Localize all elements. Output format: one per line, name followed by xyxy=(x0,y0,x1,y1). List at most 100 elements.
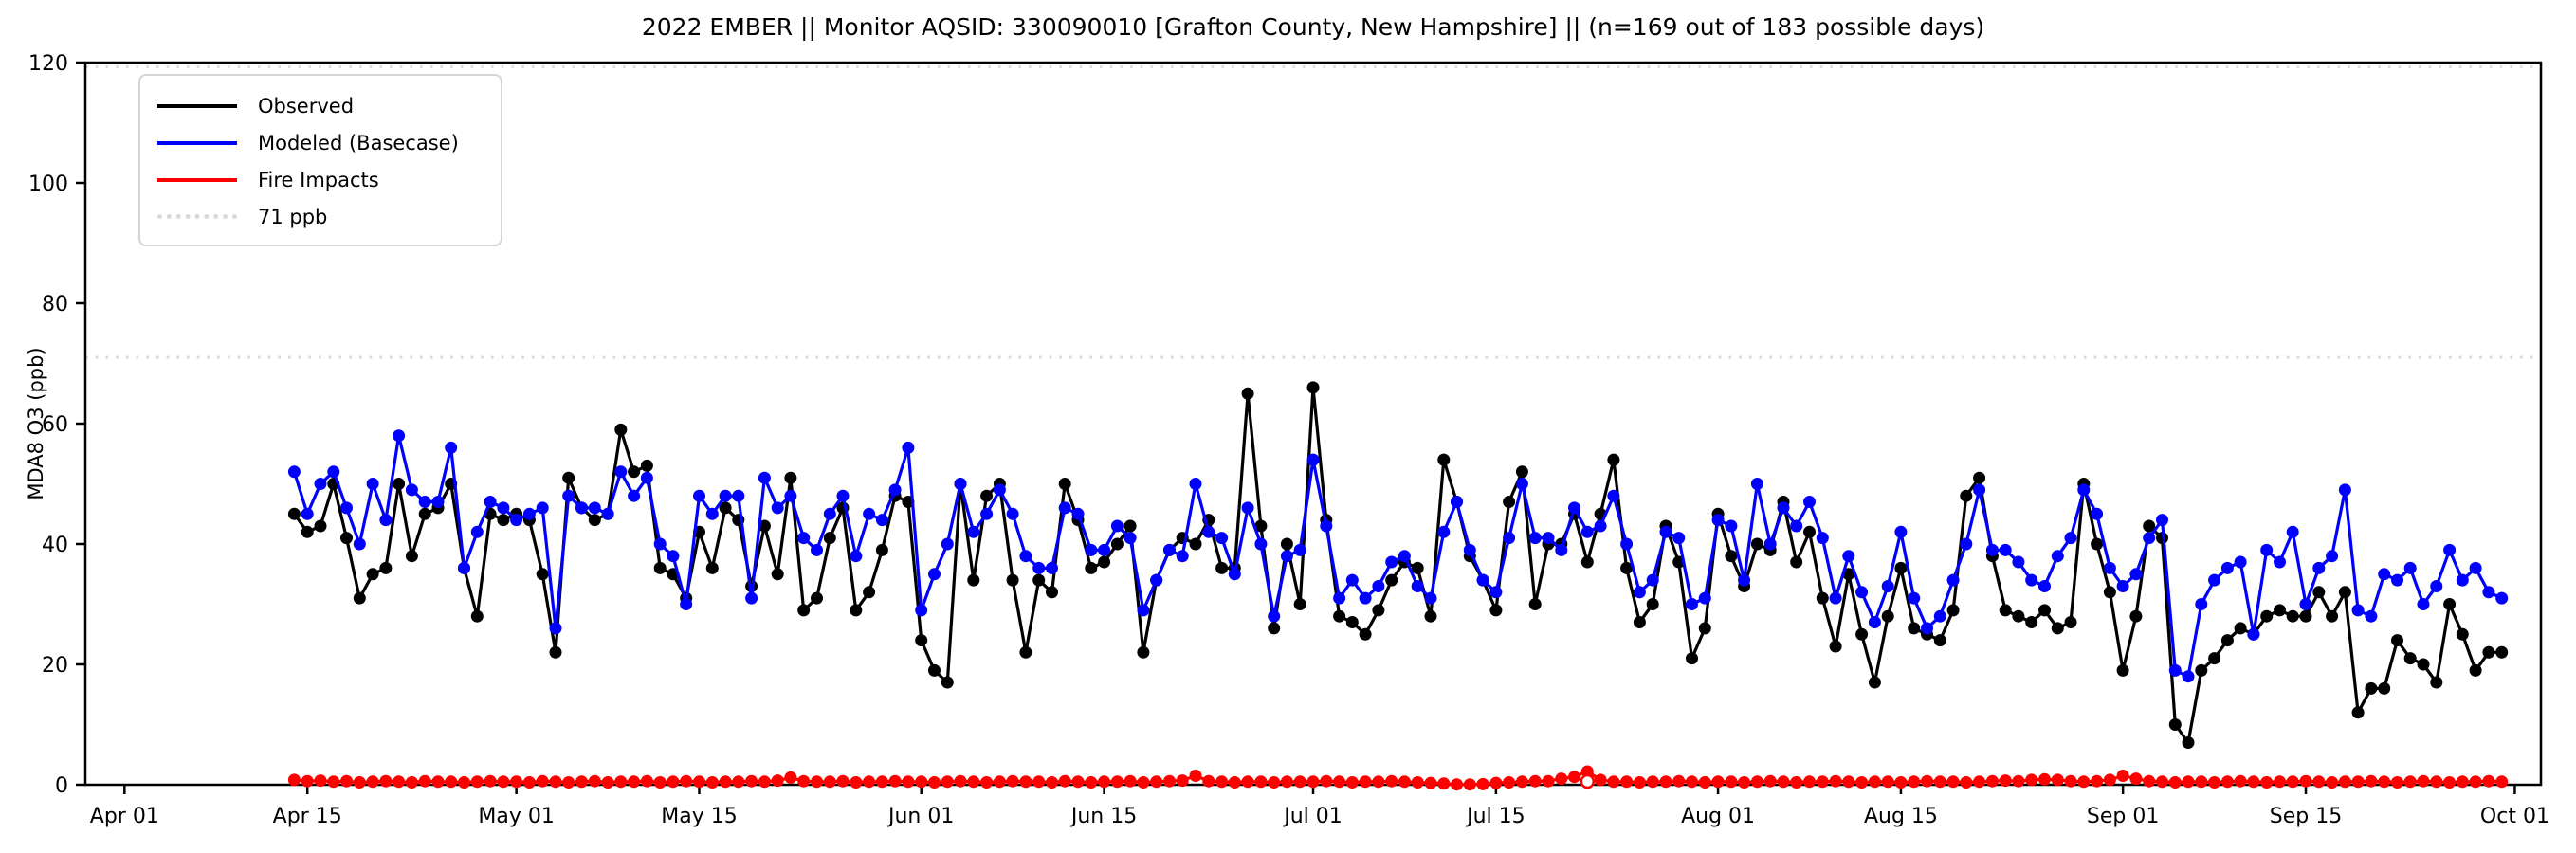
observed-marker xyxy=(1006,573,1019,587)
fire-impacts-marker xyxy=(353,776,366,789)
observed-marker xyxy=(2403,652,2417,665)
fire-impacts-marker xyxy=(301,774,314,788)
fire-impacts-marker xyxy=(719,775,732,789)
fire-impacts-marker xyxy=(2274,775,2286,789)
observed-marker xyxy=(588,514,601,527)
observed-marker xyxy=(863,586,876,599)
modeled-basecase--marker xyxy=(1973,483,1986,497)
modeled-basecase--marker xyxy=(1633,586,1646,599)
fire-impacts-marker xyxy=(1711,775,1725,789)
modeled-basecase--marker xyxy=(2064,532,2077,545)
modeled-basecase--marker xyxy=(2326,550,2339,563)
modeled-basecase--marker xyxy=(1777,501,1790,515)
fire-impacts-marker xyxy=(980,776,994,789)
observed-marker xyxy=(1750,537,1763,551)
modeled-basecase--marker xyxy=(1542,532,1555,545)
x-tick-label: Jun 01 xyxy=(886,805,954,828)
modeled-basecase--marker xyxy=(1881,580,1894,592)
fire-impacts-marker xyxy=(705,776,719,789)
fire-impacts-marker xyxy=(1241,775,1254,789)
fire-impacts-marker xyxy=(2312,775,2326,789)
fire-impacts-marker xyxy=(1463,778,1476,791)
observed-marker xyxy=(1189,537,1202,551)
fire-impacts-marker xyxy=(1098,775,1111,789)
modeled-basecase--marker xyxy=(2391,573,2403,587)
modeled-basecase--marker xyxy=(1254,537,1268,551)
fire-impacts-marker xyxy=(797,774,811,788)
legend-label: Observed xyxy=(258,94,355,118)
fire-impacts-marker xyxy=(1268,776,1281,789)
fire-impacts-marker xyxy=(875,775,888,789)
fire-impacts-marker xyxy=(1085,776,1098,789)
modeled-basecase--marker xyxy=(784,489,797,502)
fire-impacts-marker xyxy=(1868,775,1881,789)
fire-impacts-marker xyxy=(2077,775,2091,789)
observed-marker xyxy=(1085,561,1098,574)
observed-marker xyxy=(1019,645,1032,659)
observed-marker xyxy=(2103,586,2116,599)
fire-impacts-marker xyxy=(2326,776,2339,789)
modeled-basecase--marker xyxy=(667,550,680,563)
fire-impacts-marker xyxy=(1189,770,1202,782)
y-tick-label: 120 xyxy=(28,52,68,76)
modeled-basecase--marker xyxy=(1686,598,1698,610)
observed-marker xyxy=(1908,622,1921,635)
modeled-basecase--marker xyxy=(2051,550,2064,563)
observed-marker xyxy=(287,507,301,520)
modeled-basecase--marker xyxy=(470,525,484,538)
fire-impacts-marker xyxy=(2338,775,2351,789)
fire-impacts-marker xyxy=(522,776,536,789)
modeled-basecase--marker xyxy=(823,507,836,520)
modeled-basecase--marker xyxy=(1058,501,1071,515)
fire-impacts-marker xyxy=(1973,775,1986,789)
modeled-basecase--marker xyxy=(2208,573,2221,587)
fire-impacts-marker xyxy=(2351,775,2365,789)
fire-impacts-marker xyxy=(1698,776,1711,789)
observed-marker xyxy=(1894,561,1908,574)
modeled-basecase--marker xyxy=(1933,609,1946,623)
observed-marker xyxy=(823,532,836,545)
fire-line-swatch xyxy=(157,177,237,182)
modeled-basecase--marker xyxy=(287,465,301,479)
modeled-basecase--marker xyxy=(875,514,888,527)
fire-impacts-marker xyxy=(1280,775,1293,789)
modeled-line-swatch xyxy=(157,140,237,145)
threshold-line-swatch xyxy=(157,214,237,219)
observed-marker xyxy=(1046,586,1058,599)
fire-impacts-marker xyxy=(811,775,823,789)
fire-impacts-marker xyxy=(1046,776,1058,789)
fire-impacts-marker xyxy=(1071,775,1085,789)
modeled-basecase--marker xyxy=(1594,519,1607,533)
observed-marker xyxy=(2260,609,2274,623)
observed-marker xyxy=(1686,652,1698,665)
fire-impacts-marker xyxy=(823,775,836,789)
fire-impacts-marker xyxy=(510,775,523,789)
observed-marker xyxy=(1803,525,1816,538)
fire-impacts-marker xyxy=(1424,776,1437,789)
modeled-basecase--marker xyxy=(1894,525,1908,538)
fire-impacts-marker xyxy=(2403,775,2417,789)
modeled-basecase--marker xyxy=(1306,453,1320,466)
modeled-basecase--marker xyxy=(1241,501,1254,515)
legend-label: Modeled (Basecase) xyxy=(258,131,459,154)
observed-marker xyxy=(915,634,928,647)
legend-item-fire: Fire Impacts xyxy=(157,161,485,198)
fire-impacts-marker xyxy=(601,776,614,789)
modeled-basecase--marker xyxy=(1960,537,1973,551)
modeled-basecase--marker xyxy=(2156,514,2168,527)
observed-marker xyxy=(418,507,431,520)
modeled-basecase--marker xyxy=(1019,550,1032,563)
fire-impacts-marker xyxy=(2025,773,2038,787)
modeled-basecase--marker xyxy=(1202,525,1215,538)
fire-impacts-marker xyxy=(2195,775,2208,789)
modeled-basecase--marker xyxy=(549,622,562,635)
observed-marker xyxy=(2091,537,2104,551)
legend-label: 71 ppb xyxy=(258,205,328,228)
modeled-basecase--marker xyxy=(1489,586,1503,599)
observed-marker xyxy=(1515,465,1528,479)
fire-impacts-marker xyxy=(562,776,575,789)
modeled-basecase--marker xyxy=(1855,586,1869,599)
x-tick-label: Aug 15 xyxy=(1864,805,1938,828)
fire-impacts-marker xyxy=(2417,774,2430,788)
